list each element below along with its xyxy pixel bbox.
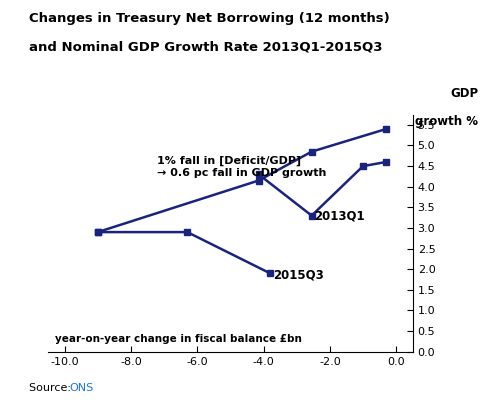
Text: GDP: GDP (450, 87, 479, 100)
Text: Source:: Source: (29, 383, 74, 393)
Text: 1% fall in [Deficit/GDP]
→ 0.6 pc fall in GDP growth: 1% fall in [Deficit/GDP] → 0.6 pc fall i… (157, 156, 327, 178)
Text: growth %: growth % (416, 115, 479, 128)
Text: 2013Q1: 2013Q1 (314, 209, 365, 222)
Text: and Nominal GDP Growth Rate 2013Q1-2015Q3: and Nominal GDP Growth Rate 2013Q1-2015Q… (29, 41, 382, 54)
Text: Changes in Treasury Net Borrowing (12 months): Changes in Treasury Net Borrowing (12 mo… (29, 12, 390, 25)
Text: year-on-year change in fiscal balance £bn: year-on-year change in fiscal balance £b… (55, 334, 301, 344)
Text: ONS: ONS (70, 383, 94, 393)
Text: 2015Q3: 2015Q3 (273, 269, 324, 282)
